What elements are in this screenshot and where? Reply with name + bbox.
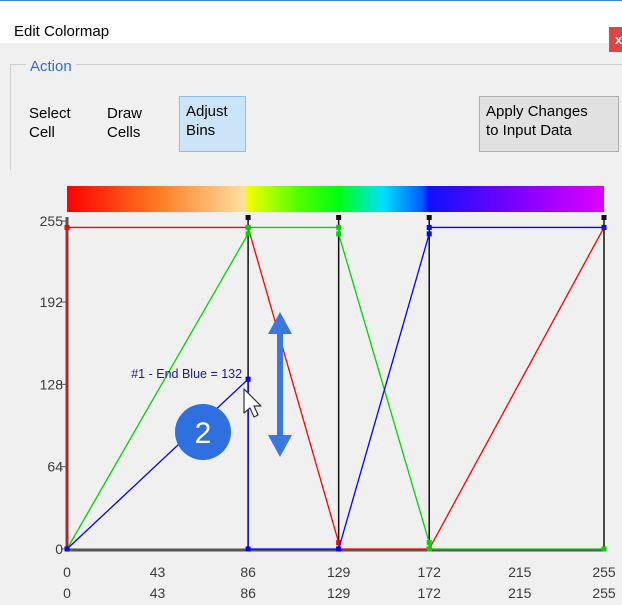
x-tick-label-row2: 215 (508, 585, 532, 601)
bin-boundaries (245, 215, 607, 549)
series-line-blue (66, 226, 604, 550)
draw-cells-label-line2: Cells (107, 124, 141, 141)
series-point-green (336, 224, 342, 230)
tooltip-label: #1 - End Blue = 132 (131, 367, 242, 381)
colorbar-gradient (67, 186, 604, 212)
chart-tick-labels: 0 64 128 192 255 0 43 86 129 172 215 255 0 43 86 129 172… (40, 213, 616, 601)
bin-boundary-marker (336, 215, 342, 220)
x-tick-label-row1: 86 (240, 564, 256, 580)
series-point-blue (245, 376, 251, 382)
action-group-label: Action (26, 58, 76, 75)
x-tick-label-row1: 43 (150, 564, 166, 580)
cursor-arrow-shape (243, 388, 262, 418)
series-point-green (426, 546, 432, 552)
adjust-bins-label-line2: Bins (186, 122, 216, 139)
series-point-blue (426, 224, 432, 230)
series-point-blue (64, 546, 70, 552)
series-point-green (336, 231, 342, 237)
mouse-cursor-icon (243, 388, 262, 418)
adjust-bins-button[interactable]: Adjust Bins (179, 96, 246, 152)
x-tick-label-row1: 215 (508, 564, 532, 580)
series-point-blue (601, 224, 607, 230)
x-tick-label-row2: 43 (150, 585, 166, 601)
draw-cells-label-line1: Draw (107, 105, 143, 122)
y-tick-label: 128 (40, 376, 64, 392)
series-point-blue (426, 231, 432, 237)
y-tick-label: 255 (40, 213, 64, 229)
series-point-red (336, 540, 342, 546)
apply-changes-button[interactable]: Apply Changes to Input Data (479, 96, 619, 152)
x-tick-label-row2: 0 (63, 585, 71, 601)
x-tick-label-row1: 0 (63, 564, 71, 580)
bin-boundary-marker (245, 215, 251, 220)
window-title: Edit Colormap (14, 23, 110, 40)
bin-boundary-marker (601, 215, 607, 220)
chart-series (64, 224, 607, 552)
x-tick-label-row1: 129 (327, 564, 351, 580)
chart-axes (61, 217, 604, 552)
step-badge: 2 (175, 404, 231, 460)
x-tick-label-row2: 172 (418, 585, 442, 601)
series-line-red (66, 226, 605, 550)
y-tick-label: 0 (55, 541, 63, 557)
vertical-drag-arrow-icon (268, 312, 292, 457)
step-badge-circle (175, 404, 231, 460)
y-tick-label: 64 (47, 459, 63, 475)
drag-arrow-head-up (268, 312, 292, 334)
series-point-red (64, 224, 70, 230)
select-cell-label-line2: Cell (29, 124, 55, 141)
drag-arrow-head-down (268, 435, 292, 457)
adjust-bins-label-line1: Adjust (186, 103, 228, 120)
draw-cells-button[interactable]: Draw Cells (103, 102, 146, 144)
series-point-blue (336, 546, 342, 552)
action-group (10, 64, 622, 170)
x-tick-label-row1: 255 (592, 564, 616, 580)
select-cell-button[interactable]: Select Cell (25, 102, 75, 144)
select-cell-label-line1: Select (29, 105, 71, 122)
x-tick-label-row2: 255 (592, 585, 616, 601)
x-tick-label-row2: 86 (240, 585, 256, 601)
series-point-green (426, 540, 432, 546)
series-point-green (601, 546, 607, 552)
series-point-green (245, 224, 251, 230)
series-point-blue (245, 546, 251, 552)
series-line-green (66, 226, 604, 550)
x-tick-label-row1: 172 (418, 564, 442, 580)
title-bar: Edit Colormap (0, 1, 622, 43)
apply-changes-label-line2: to Input Data (486, 122, 572, 139)
bin-boundary-marker (426, 215, 432, 220)
window-top-border (0, 0, 622, 1)
close-button[interactable]: x (609, 27, 622, 52)
y-tick-label: 192 (40, 294, 64, 310)
apply-changes-label-line1: Apply Changes (486, 103, 588, 120)
x-tick-label-row2: 129 (327, 585, 351, 601)
series-point-green (245, 231, 251, 237)
step-badge-number: 2 (195, 417, 212, 450)
